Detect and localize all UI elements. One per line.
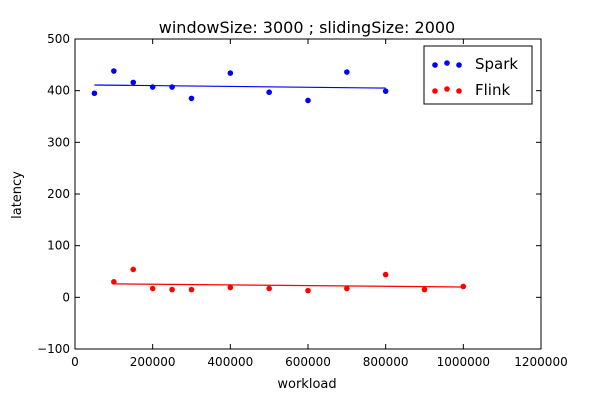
y-tick-label: −100 bbox=[37, 342, 70, 356]
flink-point bbox=[421, 286, 428, 293]
spark-point bbox=[382, 88, 389, 94]
x-tick-label: 200000 bbox=[130, 355, 176, 369]
spark-point bbox=[305, 97, 311, 104]
spark-point bbox=[130, 79, 137, 86]
y-tick-label: 400 bbox=[47, 84, 70, 98]
legend: Spark Flink bbox=[423, 45, 533, 105]
plot-area: 0 200000 400000 600000 800000 1000000 1200000 −… bbox=[37, 32, 568, 369]
flink-legend-label: Flink bbox=[475, 81, 510, 99]
spark-trendline bbox=[94, 84, 386, 89]
spark-legend-marker bbox=[444, 60, 450, 66]
flink-point bbox=[169, 286, 175, 293]
spark-point bbox=[344, 69, 350, 75]
y-axis-title: latency bbox=[10, 171, 25, 219]
flink-point bbox=[130, 266, 137, 273]
spark-point bbox=[188, 95, 195, 102]
legend-box bbox=[423, 45, 533, 105]
x-tick-label: 400000 bbox=[207, 355, 253, 369]
flink-point bbox=[227, 284, 234, 291]
spark-point bbox=[91, 90, 98, 97]
y-tick-label: 500 bbox=[47, 32, 70, 46]
x-tick-label: 1200000 bbox=[514, 355, 567, 369]
spark-point bbox=[111, 68, 117, 74]
flink-point bbox=[382, 271, 389, 278]
flink-trendline bbox=[113, 283, 464, 288]
flink-point bbox=[344, 285, 350, 292]
flink-point bbox=[188, 286, 195, 293]
flink-point bbox=[266, 285, 272, 292]
x-tick-label: 0 bbox=[71, 355, 79, 369]
y-tick-label: 100 bbox=[47, 239, 70, 253]
spark-legend-marker bbox=[432, 62, 438, 68]
flink-point bbox=[460, 283, 467, 290]
spark-point bbox=[266, 89, 272, 96]
x-tick-label: 800000 bbox=[363, 355, 409, 369]
spark-legend-marker bbox=[456, 62, 462, 68]
y-tick-label: 0 bbox=[62, 290, 70, 304]
flink-point bbox=[149, 285, 156, 292]
spark-point bbox=[149, 84, 156, 90]
spark-legend-label: Spark bbox=[475, 55, 518, 73]
x-tick-label: 1000000 bbox=[437, 355, 490, 369]
flink-point bbox=[111, 279, 117, 285]
x-tick-label: 600000 bbox=[285, 355, 331, 369]
flink-legend-marker bbox=[456, 88, 462, 94]
flink-legend-marker bbox=[432, 88, 438, 94]
y-tick-label: 200 bbox=[47, 187, 70, 201]
flink-point bbox=[305, 287, 311, 294]
flink-legend-marker bbox=[444, 86, 450, 92]
spark-point bbox=[169, 84, 175, 90]
spark-point bbox=[227, 70, 234, 76]
chart-title: windowSize: 3000 ; slidingSize: 2000 bbox=[159, 18, 455, 37]
y-tick-label: 300 bbox=[47, 135, 70, 149]
x-axis-title: workload bbox=[277, 377, 336, 392]
